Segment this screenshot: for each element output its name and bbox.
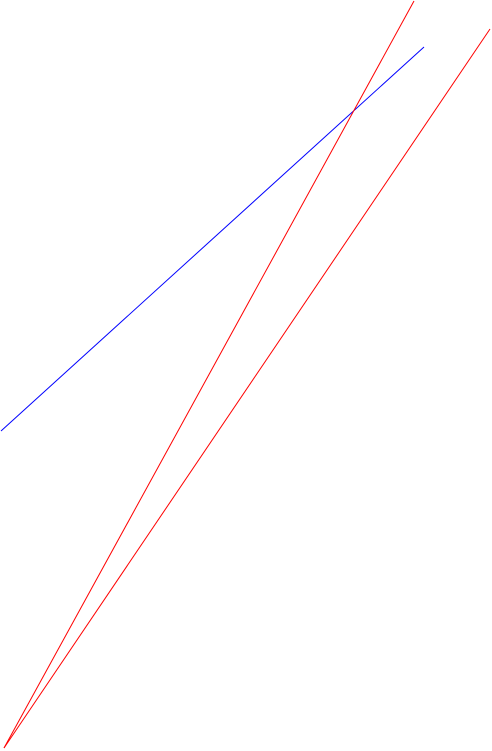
red-line-steep bbox=[3, 0, 415, 749]
blue-line bbox=[0, 46, 425, 432]
red-line-shallow bbox=[3, 28, 491, 749]
